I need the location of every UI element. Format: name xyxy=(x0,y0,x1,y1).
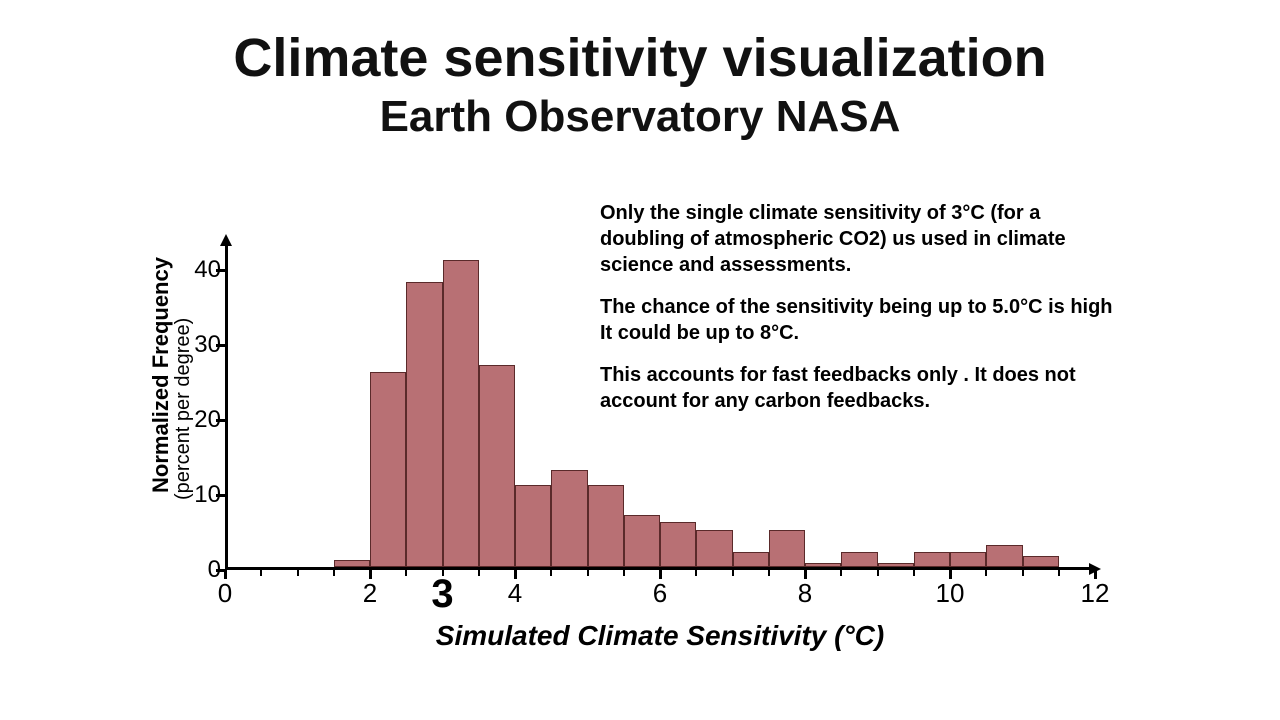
histogram-bar xyxy=(914,552,950,567)
y-tick-label: 20 xyxy=(194,406,221,434)
x-minor-tick-mark xyxy=(732,570,734,576)
y-tick-label: 30 xyxy=(194,331,221,359)
y-tick-label: 10 xyxy=(194,481,221,509)
histogram-bar xyxy=(1023,556,1059,567)
x-minor-tick-mark xyxy=(1022,570,1024,576)
histogram-bar xyxy=(841,552,877,567)
x-minor-tick-mark xyxy=(768,570,770,576)
x-minor-tick-mark xyxy=(985,570,987,576)
x-tick-label: 0 xyxy=(218,570,232,609)
y-axis-title: Normalized Frequency xyxy=(148,210,174,540)
histogram-bar xyxy=(370,372,406,567)
histogram-bar xyxy=(515,485,551,568)
x-emphasis-label: 3 xyxy=(431,570,453,617)
x-minor-tick-mark xyxy=(550,570,552,576)
histogram-bar xyxy=(479,365,515,568)
histogram-bar xyxy=(624,515,660,568)
histogram-bar xyxy=(660,522,696,567)
x-minor-tick-mark xyxy=(695,570,697,576)
chart: Normalized Frequency (percent per degree… xyxy=(140,200,1110,700)
x-minor-tick-mark xyxy=(260,570,262,576)
x-axis-title: Simulated Climate Sensitivity (°C) xyxy=(225,620,1095,652)
main-title: Climate sensitivity visualization xyxy=(0,30,1280,87)
x-minor-tick-mark xyxy=(587,570,589,576)
x-minor-tick-mark xyxy=(623,570,625,576)
y-axis-line xyxy=(225,240,228,570)
y-axis-arrow-icon xyxy=(220,234,232,246)
title-block: Climate sensitivity visualization Earth … xyxy=(0,30,1280,141)
histogram-bar xyxy=(551,470,587,568)
x-minor-tick-mark xyxy=(877,570,879,576)
x-minor-tick-mark xyxy=(1058,570,1060,576)
x-minor-tick-mark xyxy=(333,570,335,576)
x-tick-label: 12 xyxy=(1081,570,1110,609)
x-minor-tick-mark xyxy=(478,570,480,576)
histogram-bar xyxy=(878,563,914,567)
x-tick-label: 2 xyxy=(363,570,377,609)
histogram-bar xyxy=(769,530,805,568)
histogram-bar xyxy=(406,282,442,567)
histogram-bar xyxy=(443,260,479,568)
x-tick-label: 8 xyxy=(798,570,812,609)
plot-area: Simulated Climate Sensitivity (°C) 01020… xyxy=(225,240,1095,570)
histogram-bar xyxy=(950,552,986,567)
x-minor-tick-mark xyxy=(405,570,407,576)
y-tick-label: 40 xyxy=(194,256,221,284)
x-minor-tick-mark xyxy=(297,570,299,576)
histogram-bar xyxy=(805,563,841,567)
histogram-bar xyxy=(334,560,370,568)
x-minor-tick-mark xyxy=(840,570,842,576)
histogram-bar xyxy=(986,545,1022,568)
slide: Climate sensitivity visualization Earth … xyxy=(0,0,1280,720)
x-tick-label: 10 xyxy=(936,570,965,609)
histogram-bar xyxy=(588,485,624,568)
y-axis-subtitle: (percent per degree) xyxy=(172,318,195,500)
histogram-bar xyxy=(733,552,769,567)
x-minor-tick-mark xyxy=(913,570,915,576)
x-tick-label: 6 xyxy=(653,570,667,609)
histogram-bar xyxy=(696,530,732,568)
x-tick-label: 4 xyxy=(508,570,522,609)
sub-title: Earth Observatory NASA xyxy=(0,93,1280,141)
